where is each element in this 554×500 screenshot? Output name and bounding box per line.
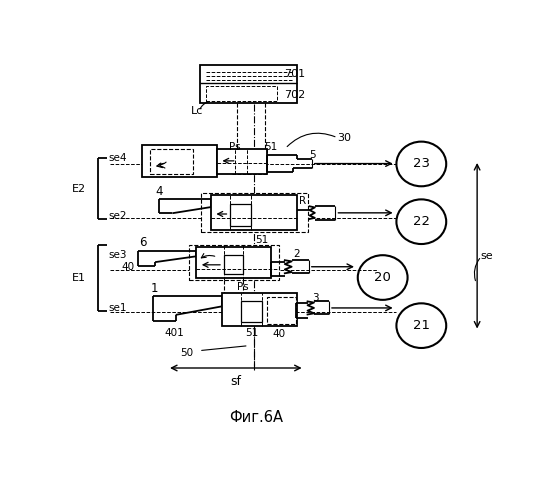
FancyBboxPatch shape (217, 150, 267, 174)
Text: Фиг.6А: Фиг.6А (229, 410, 283, 425)
Text: Lc: Lc (191, 106, 203, 116)
Text: 40: 40 (121, 262, 135, 272)
Text: 2: 2 (294, 248, 300, 258)
Text: se3: se3 (109, 250, 127, 260)
Text: Ps: Ps (229, 142, 241, 152)
Text: 20: 20 (375, 271, 391, 284)
FancyBboxPatch shape (202, 193, 308, 232)
Text: 6: 6 (139, 236, 146, 250)
FancyBboxPatch shape (188, 245, 279, 280)
Text: 22: 22 (413, 215, 430, 228)
Text: 51: 51 (265, 142, 278, 152)
Text: 401: 401 (165, 328, 184, 338)
Text: 702: 702 (284, 90, 305, 100)
Text: 5: 5 (310, 150, 316, 160)
Text: 4: 4 (156, 185, 163, 198)
Text: se2: se2 (109, 210, 127, 220)
FancyBboxPatch shape (211, 194, 297, 230)
FancyBboxPatch shape (206, 86, 276, 101)
Text: 30: 30 (337, 133, 352, 143)
FancyBboxPatch shape (196, 246, 271, 278)
Text: E2: E2 (71, 184, 86, 194)
FancyBboxPatch shape (222, 292, 297, 326)
FancyBboxPatch shape (267, 297, 296, 324)
Text: 3: 3 (312, 292, 319, 302)
Text: 1: 1 (151, 282, 158, 295)
FancyBboxPatch shape (233, 150, 267, 174)
FancyBboxPatch shape (150, 150, 193, 174)
Text: 21: 21 (413, 319, 430, 332)
FancyBboxPatch shape (200, 66, 297, 103)
Text: 23: 23 (413, 158, 430, 170)
Text: se4: se4 (109, 153, 127, 163)
FancyBboxPatch shape (241, 300, 261, 322)
FancyBboxPatch shape (224, 255, 243, 274)
Text: R: R (299, 196, 306, 205)
Text: sf: sf (230, 375, 242, 388)
Text: se1: se1 (109, 304, 127, 314)
FancyBboxPatch shape (142, 144, 217, 178)
Text: E1: E1 (71, 273, 86, 283)
Text: 51: 51 (245, 328, 258, 338)
Text: 51: 51 (255, 235, 268, 245)
FancyBboxPatch shape (230, 204, 251, 226)
Text: 50: 50 (181, 348, 194, 358)
Text: se: se (480, 252, 493, 262)
Text: 40: 40 (273, 328, 286, 338)
Text: 701: 701 (284, 69, 305, 79)
Text: Ps: Ps (237, 282, 249, 292)
